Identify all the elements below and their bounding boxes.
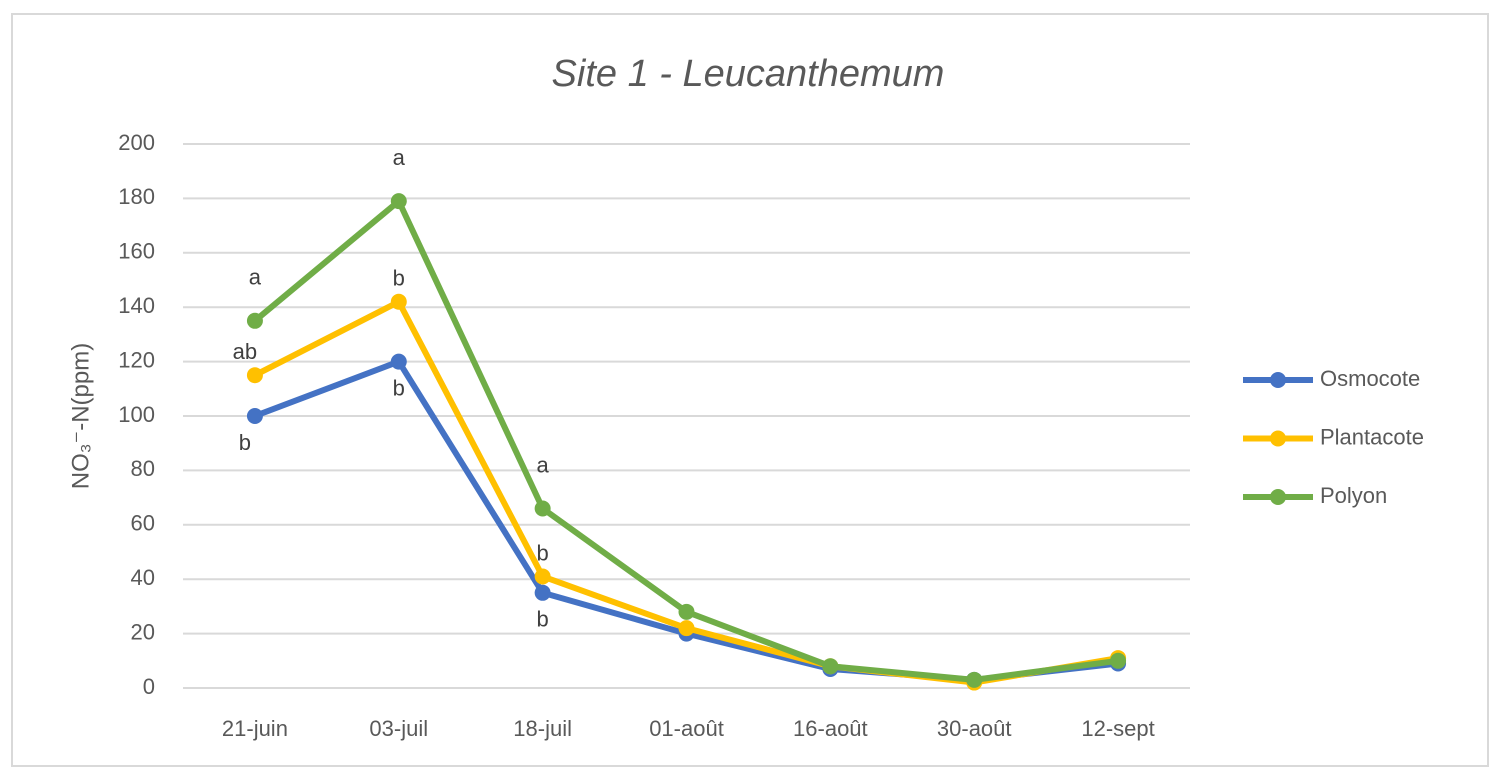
point-annotation: b bbox=[537, 540, 549, 565]
legend-label: Plantacote bbox=[1320, 424, 1424, 449]
legend-marker bbox=[1270, 489, 1286, 505]
point-annotation: b bbox=[393, 266, 405, 291]
point-annotation: b bbox=[537, 607, 549, 632]
y-tick-label: 0 bbox=[143, 674, 155, 699]
y-tick-label: 60 bbox=[131, 511, 155, 536]
x-tick-label: 30-août bbox=[937, 716, 1012, 741]
series-marker bbox=[822, 658, 839, 675]
y-tick-label: 80 bbox=[131, 456, 155, 481]
series-marker bbox=[534, 568, 551, 585]
y-tick-label: 140 bbox=[118, 293, 155, 318]
x-tick-label: 12-sept bbox=[1081, 716, 1154, 741]
series-marker bbox=[246, 408, 263, 424]
legend-marker bbox=[1270, 430, 1286, 447]
y-tick-label: 40 bbox=[131, 565, 155, 590]
series-marker bbox=[966, 671, 983, 688]
chart-title: Site 1 - Leucanthemum bbox=[552, 53, 945, 95]
y-tick-label: 20 bbox=[131, 619, 155, 644]
point-annotation: a bbox=[249, 265, 262, 290]
y-tick-label: 100 bbox=[118, 402, 155, 427]
series-marker bbox=[246, 367, 263, 384]
y-tick-label: 200 bbox=[118, 130, 155, 155]
chart-border bbox=[11, 13, 1489, 767]
point-annotation: b bbox=[393, 375, 405, 400]
legend-marker bbox=[1270, 372, 1286, 388]
series-marker bbox=[390, 293, 407, 310]
legend-label: Osmocote bbox=[1320, 366, 1420, 391]
y-tick-label: 160 bbox=[118, 239, 155, 264]
y-tick-label: 180 bbox=[118, 184, 155, 209]
point-annotation: ab bbox=[233, 339, 257, 364]
x-tick-label: 16-août bbox=[793, 716, 868, 741]
series-marker bbox=[678, 620, 695, 637]
series-marker bbox=[1110, 652, 1127, 669]
y-tick-label: 120 bbox=[118, 347, 155, 372]
point-annotation: a bbox=[393, 145, 406, 170]
x-tick-label: 01-août bbox=[649, 716, 724, 741]
point-annotation: b bbox=[239, 430, 251, 455]
x-tick-label: 18-juil bbox=[513, 716, 572, 741]
series-marker bbox=[390, 353, 407, 370]
series-marker bbox=[534, 584, 551, 601]
x-tick-label: 03-juil bbox=[369, 716, 428, 741]
series-marker bbox=[390, 193, 407, 210]
series-marker bbox=[534, 500, 551, 517]
series-marker bbox=[246, 312, 263, 329]
x-tick-label: 21-juin bbox=[222, 716, 288, 741]
y-axis-label: NO₃⁻-N(ppm) bbox=[67, 343, 94, 489]
series-marker bbox=[678, 603, 695, 620]
point-annotation: a bbox=[537, 452, 550, 477]
legend-label: Polyon bbox=[1320, 483, 1387, 508]
